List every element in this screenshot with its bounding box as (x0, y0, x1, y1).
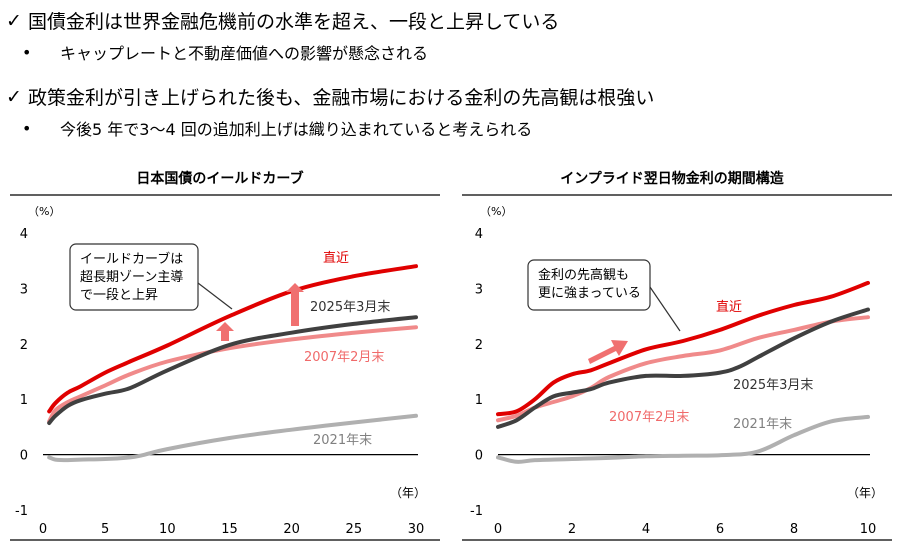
chart1-rise-arrow-2 (286, 283, 304, 326)
chart1-ytick-label: -1 (15, 504, 28, 519)
chart1-ytick-label: 4 (20, 227, 28, 242)
chart2-series-2007-feb (496, 315, 870, 423)
chart2-ytick-label: 4 (475, 227, 483, 242)
chart1-callout-pointer (197, 282, 233, 310)
sub-bullet-2: • 今後5 年で3〜4 回の追加利上げは織り込まれていると考えられる (22, 116, 532, 140)
chart1-legend-2007-feb: 2007年2月末 (304, 350, 384, 365)
bullet-dot-icon: • (22, 118, 32, 138)
chart1-ytick-label: 2 (20, 338, 28, 353)
chart2-xlabel: （年） (847, 486, 883, 500)
chart1-callout-line: 超長期ゾーン主導 (80, 270, 183, 285)
chart2-callout-pointer (649, 286, 681, 332)
chart1-callout-line: イールドカーブは (80, 251, 183, 267)
sub-bullet-2-text: 今後5 年で3〜4 回の追加利上げは織り込まれていると考えられる (60, 120, 533, 139)
chart2-series-2025-march (496, 307, 870, 429)
chart2-ytick-label: 2 (475, 338, 483, 353)
chart2-callout-line: 更に強まっている (538, 286, 641, 301)
chart2-xtick-label: 0 (494, 522, 502, 537)
chart1-ytick-label: 0 (20, 449, 28, 464)
chart1-legend-latest: 直近 (323, 251, 349, 266)
bullet-2: ✓ 政策金利が引き上げられた後も、金融市場における金利の先高観は根強い (6, 83, 654, 110)
chart1-series-2025-march (47, 315, 418, 425)
check-icon: ✓ (6, 85, 22, 108)
chart2-xtick-label: 10 (860, 522, 877, 537)
chart1-series-2007-feb (47, 325, 418, 424)
chart1-xtick-label: 0 (39, 522, 47, 537)
chart1-xtick-label: 20 (283, 522, 300, 537)
chart1-rise-arrow-1 (216, 322, 234, 341)
chart-1-title: 日本国債のイールドカーブ (136, 171, 304, 187)
chart2-legend-latest: 直近 (716, 300, 742, 315)
chart1-xtick-label: 15 (221, 522, 238, 537)
chart2-xtick-label: 2 (568, 522, 576, 537)
bullet-2-text: 政策金利が引き上げられた後も、金融市場における金利の先高観は根強い (28, 87, 655, 109)
chart2-callout-box (527, 259, 651, 311)
chart2-legend-2025-march: 2025年3月末 (733, 378, 813, 393)
chart1-xtick-label: 10 (159, 522, 176, 537)
bullet-1: ✓ 国債金利は世界金融危機前の水準を超え、一段と上昇している (6, 7, 559, 34)
chart2-series-2021-end (496, 414, 870, 464)
chart2-xtick-label: 4 (642, 522, 650, 537)
bullet-dot-icon: • (22, 42, 32, 62)
chart1-callout-box (69, 243, 199, 311)
chart1-xtick-label: 25 (346, 522, 363, 537)
chart2-series-latest (496, 280, 870, 417)
chart1-legend-2025-march: 2025年3月末 (310, 300, 390, 315)
chart1-ytick-label: 1 (20, 393, 28, 408)
sub-bullet-1-text: キャップレートと不動産価値への影響が懸念される (60, 44, 429, 63)
chart1-legend-2021-end: 2021年末 (313, 433, 372, 448)
chart1-series-latest (47, 264, 418, 414)
sub-bullet-1: • キャップレートと不動産価値への影響が懸念される (22, 40, 428, 64)
chart1-series-2021-end (47, 413, 418, 463)
chart2-ylabel: （%） (480, 205, 512, 218)
chart1-ytick-label: 3 (20, 282, 28, 297)
chart1-ylabel: （%） (28, 205, 60, 218)
chart1-callout-line: で一段と上昇 (80, 288, 158, 303)
chart1-xlabel: （年） (390, 486, 426, 500)
chart2-rise-arrow (588, 340, 628, 364)
chart2-legend-2021-end: 2021年末 (733, 417, 792, 432)
chart2-ytick-label: 1 (475, 393, 483, 408)
bullet-1-text: 国債金利は世界金融危機前の水準を超え、一段と上昇している (28, 11, 560, 33)
chart-2-title: インプライド翌日物金利の期間構造 (560, 171, 784, 187)
chart2-ytick-label: -1 (470, 504, 483, 519)
chart2-callout-line: 金利の先高観も (538, 267, 629, 283)
check-icon: ✓ (6, 9, 22, 32)
chart2-legend-2007-feb: 2007年2月末 (609, 410, 689, 425)
chart1-xtick-label: 5 (101, 522, 109, 537)
chart2-xtick-label: 8 (790, 522, 798, 537)
chart1-xtick-label: 30 (408, 522, 425, 537)
chart2-ytick-label: 0 (475, 449, 483, 464)
chart2-xtick-label: 6 (716, 522, 724, 537)
chart2-ytick-label: 3 (475, 282, 483, 297)
